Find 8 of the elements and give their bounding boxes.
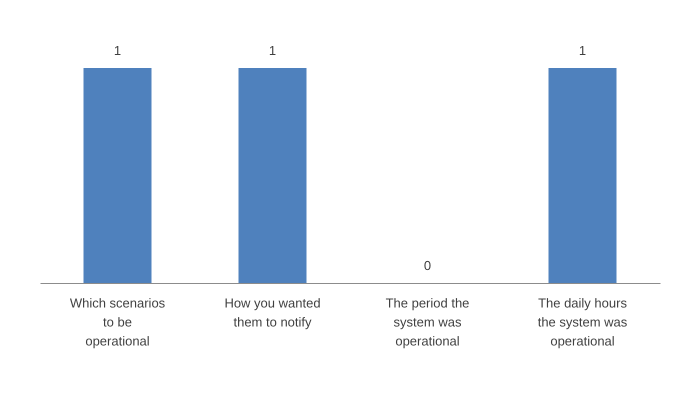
- data-label: 1: [114, 43, 122, 58]
- x-tick-label: How you wanted them to notify: [224, 296, 321, 330]
- data-label: 1: [268, 43, 276, 58]
- data-label: 0: [424, 258, 432, 273]
- x-tick-label: The daily hours the system was operational: [538, 296, 628, 348]
- x-tick-label: Which scenarios to be operational: [70, 296, 166, 348]
- x-tick-label: The period the system was operational: [386, 296, 470, 348]
- data-label: 1: [578, 43, 586, 58]
